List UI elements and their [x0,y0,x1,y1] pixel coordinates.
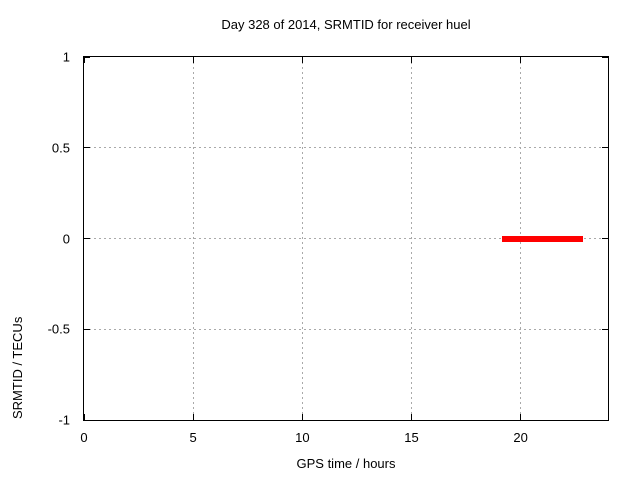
x-tick-label: 15 [404,430,419,445]
y-tick-label: -1 [58,412,70,428]
gridline-x-10 [301,57,303,420]
plot-area [83,56,609,421]
y-tick-mark [84,56,90,58]
x-tick-mark-top [520,57,522,63]
y-tick-mark [84,147,90,149]
x-axis-label: GPS time / hours [296,456,396,471]
gridline-x-15 [411,57,412,420]
x-tick-mark-top [301,57,303,63]
x-tick-mark [301,414,303,420]
x-tick-mark [520,414,522,420]
x-tick-mark [83,414,85,420]
x-tick-mark-top [411,57,412,63]
y-tick-mark [84,419,90,421]
y-tick-mark [84,328,90,330]
x-tick-label: 10 [295,430,310,445]
y-tick-mark-right [602,56,608,58]
gridline-x-5 [192,57,194,420]
gridline-y-0.5 [84,147,608,149]
data-series-SRMTID [502,235,583,242]
y-axis-label: SRMTID / TECUs [10,316,25,419]
x-tick-label: 5 [189,430,197,445]
y-tick-mark-right [602,328,608,330]
x-tick-label: 20 [513,430,528,445]
gridline-y-0 [84,238,608,239]
y-tick-label: 0 [62,231,70,246]
x-tick-mark-top [83,57,85,63]
y-tick-mark-right [602,147,608,149]
chart-title: Day 328 of 2014, SRMTID for receiver hue… [221,17,471,32]
y-tick-label: 0.5 [51,140,70,156]
gridline-y--0.5 [84,328,608,330]
y-tick-label: -0.5 [47,321,70,337]
x-tick-mark [192,414,194,420]
x-tick-mark [411,414,412,420]
y-tick-label: 1 [62,49,70,65]
y-tick-mark-right [602,419,608,421]
x-tick-label: 0 [80,430,88,445]
y-tick-mark-right [602,238,608,239]
x-tick-mark-top [192,57,194,63]
y-tick-mark [84,238,90,239]
